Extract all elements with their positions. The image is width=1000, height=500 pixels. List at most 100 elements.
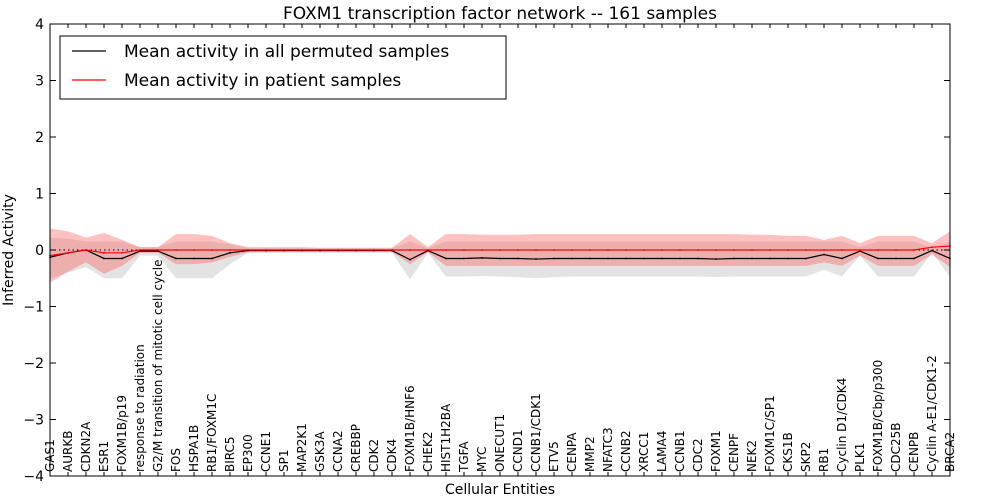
point-patient-33 — [643, 249, 645, 251]
point-permuted-34 — [661, 257, 663, 260]
point-patient-31 — [607, 249, 609, 251]
point-patient-48 — [913, 249, 915, 251]
x-tick-label-37: FOXM1 — [709, 430, 723, 472]
point-permuted-24 — [481, 257, 483, 259]
legend-entry-permuted: Mean activity in all permuted samples — [124, 42, 449, 62]
x-tick-label-20: FOXM1B/HNF6 — [403, 385, 417, 472]
x-tick-label-19: CDK4 — [385, 439, 399, 472]
point-patient-49 — [931, 246, 933, 249]
y-tick-label-6: 2 — [35, 130, 44, 146]
x-tick-label-41: CKS1B — [781, 432, 795, 472]
point-patient-4 — [121, 251, 123, 254]
point-permuted-28 — [553, 257, 555, 260]
point-patient-36 — [697, 249, 699, 251]
point-patient-1 — [67, 251, 69, 254]
x-tick-label-45: PLK1 — [853, 443, 867, 472]
x-tick-label-5: response to radiation — [133, 344, 147, 472]
point-patient-27 — [535, 249, 537, 251]
y-tick-label-3: −1 — [23, 300, 44, 316]
x-tick-label-49: Cyclin A-E1/CDK1-2 — [925, 355, 939, 472]
point-permuted-10 — [229, 251, 231, 254]
x-tick-label-24: MYC — [475, 447, 489, 472]
x-tick-label-40: FOXM1C/SP1 — [763, 395, 777, 472]
point-permuted-32 — [625, 257, 627, 260]
point-permuted-8 — [193, 257, 195, 260]
point-patient-23 — [463, 249, 465, 251]
x-tick-label-35: CCNB1 — [673, 430, 687, 472]
x-tick-label-16: CCNA2 — [331, 430, 345, 472]
x-tick-label-34: LAMA4 — [655, 431, 669, 472]
x-tick-label-14: MAP2K1 — [295, 423, 309, 472]
x-tick-label-11: EP300 — [241, 434, 255, 472]
point-patient-16 — [337, 249, 339, 251]
x-tick-label-6: G2/M transition of mitotic cell cycle — [151, 259, 165, 472]
point-patient-30 — [589, 249, 591, 251]
x-tick-label-46: FOXM1B/Cbp/p300 — [871, 360, 885, 472]
point-patient-11 — [247, 249, 249, 251]
x-tick-label-12: CCNE1 — [259, 431, 273, 472]
legend-frame — [59, 35, 507, 100]
point-permuted-4 — [121, 257, 123, 260]
x-tick-label-29: CENPA — [565, 432, 579, 472]
point-patient-21 — [427, 249, 429, 251]
x-tick-label-28: ETV5 — [547, 441, 561, 472]
x-tick-label-0: GAS1 — [43, 439, 57, 472]
point-patient-3 — [103, 251, 105, 254]
y-axis-label: Inferred Activity — [1, 194, 17, 306]
point-permuted-30 — [589, 257, 591, 260]
x-tick-label-21: CHEK2 — [421, 432, 435, 473]
x-tick-label-9: RB1/FOXM1C — [205, 394, 219, 472]
x-axis-label: Cellular Entities — [445, 482, 555, 498]
point-permuted-42 — [805, 257, 807, 260]
x-tick-label-23: TGFA — [457, 441, 471, 473]
x-tick-label-26: CCND1 — [511, 429, 525, 472]
y-tick-label-8: 4 — [35, 17, 44, 33]
point-permuted-36 — [697, 257, 699, 260]
point-patient-10 — [229, 249, 231, 251]
point-patient-22 — [445, 249, 447, 251]
point-patient-41 — [787, 249, 789, 251]
point-patient-32 — [625, 249, 627, 251]
point-patient-7 — [175, 249, 177, 251]
point-permuted-37 — [715, 258, 717, 260]
x-tick-label-25: ONECUT1 — [493, 414, 507, 472]
point-permuted-44 — [841, 257, 843, 260]
point-permuted-47 — [895, 257, 897, 260]
y-tick-label-0: −4 — [23, 469, 44, 485]
point-permuted-35 — [679, 257, 681, 260]
point-permuted-48 — [913, 257, 915, 260]
point-patient-9 — [211, 249, 213, 251]
point-patient-40 — [769, 249, 771, 251]
point-permuted-25 — [499, 257, 501, 260]
point-patient-24 — [481, 249, 483, 251]
point-patient-44 — [841, 249, 843, 251]
x-tick-label-10: BIRC5 — [223, 436, 237, 472]
point-permuted-40 — [769, 257, 771, 260]
point-patient-29 — [571, 249, 573, 251]
x-tick-label-48: CENPB — [907, 432, 921, 472]
y-tick-label-5: 1 — [35, 187, 44, 203]
x-tick-label-42: SKP2 — [799, 442, 813, 472]
x-tick-label-38: CENPF — [727, 433, 741, 472]
point-permuted-22 — [445, 257, 447, 260]
x-tick-label-31: NFATC3 — [601, 427, 615, 472]
y-tick-label-4: 0 — [35, 243, 44, 259]
x-tick-label-7: FOS — [169, 448, 183, 472]
x-tick-label-3: ESR1 — [97, 441, 111, 472]
point-permuted-26 — [517, 257, 519, 260]
x-tick-label-2: CDKN2A — [79, 421, 93, 472]
point-permuted-43 — [823, 253, 825, 256]
point-permuted-46 — [877, 257, 879, 260]
y-tick-label-7: 3 — [35, 74, 44, 90]
x-tick-label-4: FOXM1B/p19 — [115, 395, 129, 472]
point-patient-46 — [877, 249, 879, 251]
point-permuted-20 — [409, 258, 411, 261]
x-tick-label-17: CREBBP — [349, 424, 363, 472]
point-patient-8 — [193, 249, 195, 251]
point-permuted-3 — [103, 257, 105, 260]
x-tick-label-39: NEK2 — [745, 440, 759, 472]
point-patient-17 — [355, 249, 357, 251]
x-tick-label-43: RB1 — [817, 448, 831, 472]
point-permuted-39 — [751, 257, 753, 260]
